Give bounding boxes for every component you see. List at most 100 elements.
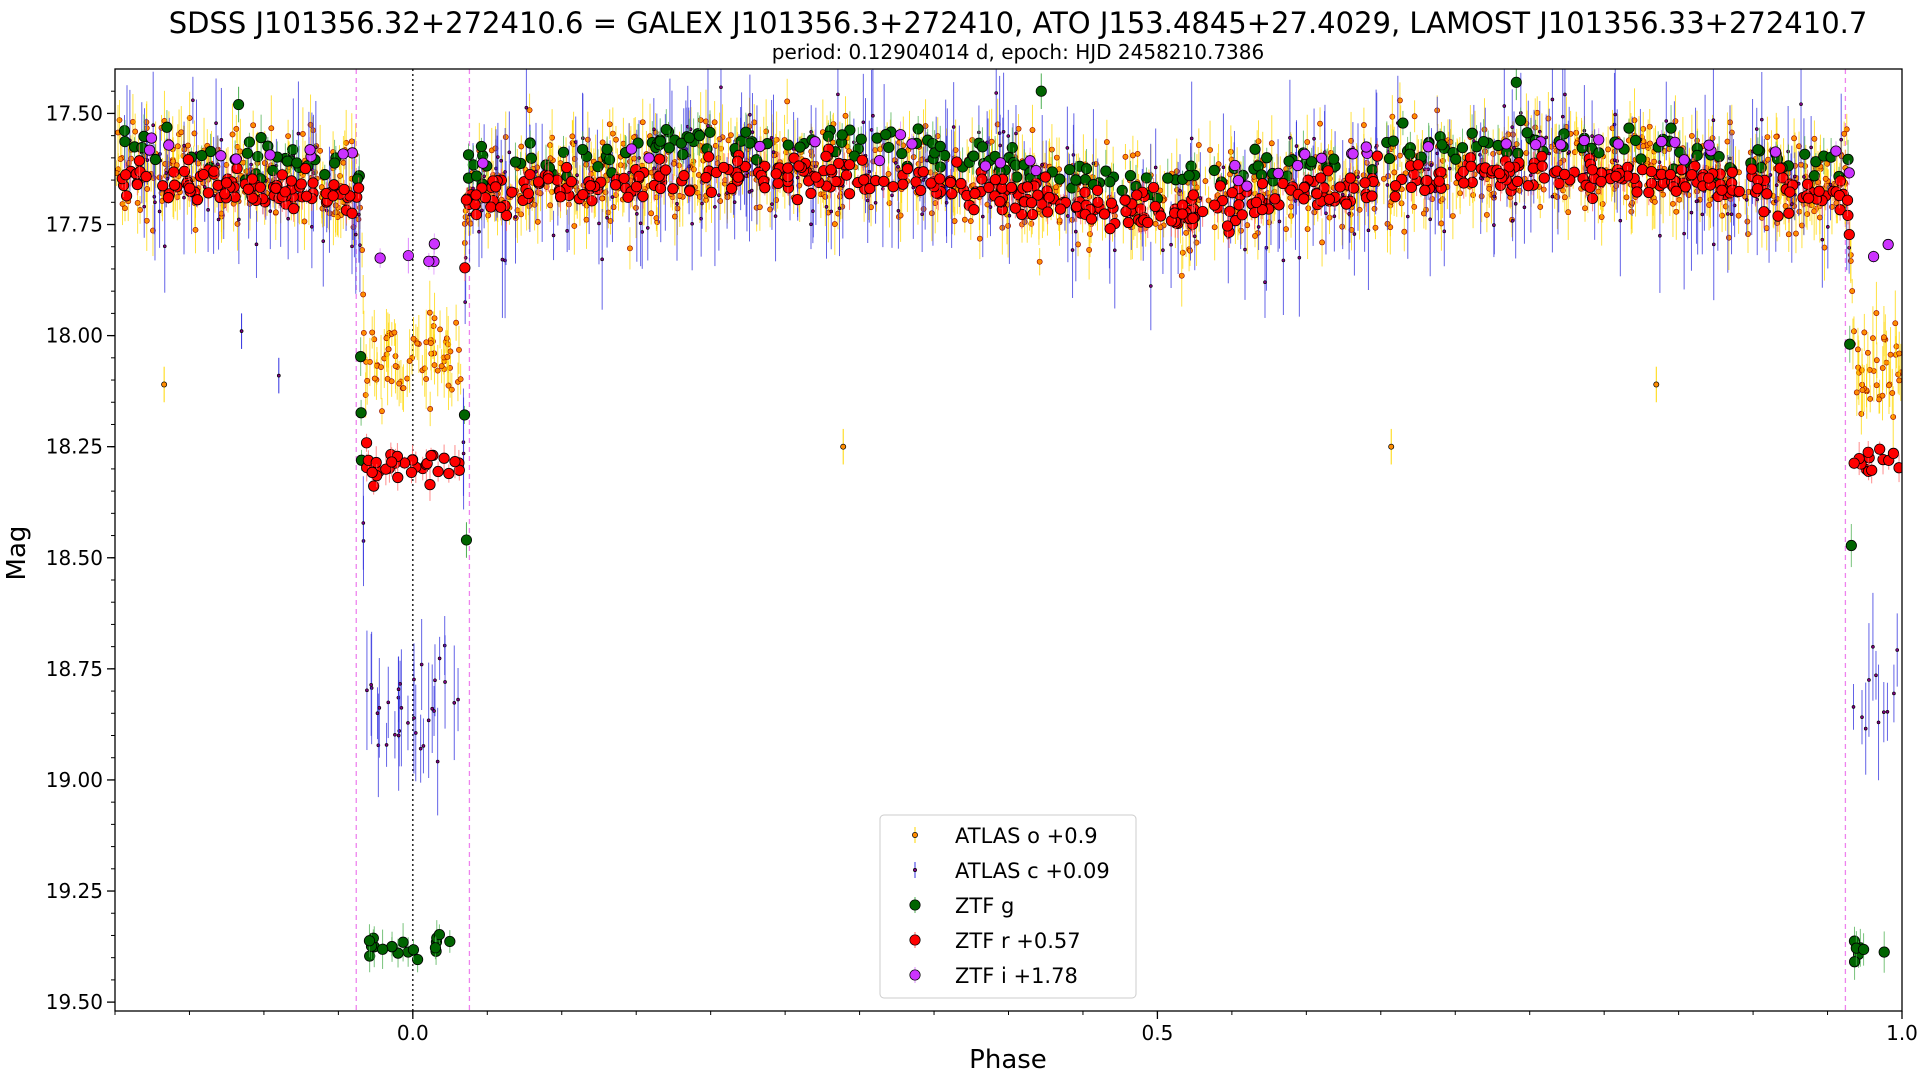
data-point — [1281, 258, 1286, 263]
data-point — [976, 141, 989, 153]
data-point — [1261, 152, 1273, 164]
data-point — [526, 107, 533, 114]
data-point — [377, 706, 382, 710]
data-point — [426, 718, 431, 723]
data-point — [1892, 691, 1896, 696]
data-point — [375, 711, 380, 716]
data-point — [739, 160, 751, 173]
data-point — [830, 175, 842, 188]
data-point — [1157, 224, 1164, 231]
data-point — [1759, 117, 1764, 122]
data-point — [1404, 148, 1416, 160]
data-point — [1735, 212, 1742, 219]
data-point — [1859, 387, 1866, 394]
data-point — [627, 170, 631, 175]
data-point — [1389, 113, 1396, 120]
data-point — [1466, 127, 1478, 139]
data-point — [703, 118, 709, 125]
data-point — [1764, 134, 1771, 140]
data-point — [1192, 234, 1197, 239]
data-point — [773, 136, 780, 143]
data-point — [713, 205, 717, 209]
data-point — [633, 204, 639, 211]
data-point — [569, 133, 576, 140]
data-point — [1510, 125, 1515, 129]
data-point — [267, 164, 279, 177]
data-point — [648, 210, 655, 217]
data-point — [1036, 258, 1043, 265]
data-point — [1651, 158, 1657, 165]
data-point — [1478, 193, 1485, 200]
data-point — [470, 208, 482, 221]
data-point — [255, 132, 267, 144]
data-point — [261, 160, 268, 166]
data-point — [285, 175, 298, 187]
data-point — [1869, 335, 1876, 342]
data-point — [1845, 539, 1857, 552]
data-point — [1243, 247, 1247, 252]
data-point — [1851, 705, 1856, 709]
data-point — [1074, 229, 1078, 234]
data-point — [883, 141, 895, 154]
data-point — [836, 129, 848, 141]
data-point — [1873, 382, 1880, 389]
data-point — [1007, 213, 1012, 218]
data-point — [732, 200, 737, 204]
data-point — [453, 319, 460, 326]
data-point — [1586, 192, 1599, 205]
data-point — [1811, 135, 1818, 142]
data-point — [711, 119, 718, 126]
data-point — [1858, 410, 1865, 417]
data-point — [1070, 174, 1082, 186]
data-point — [216, 217, 221, 222]
data-point — [1006, 142, 1018, 154]
data-point — [458, 409, 471, 421]
data-point — [268, 209, 273, 213]
data-point — [310, 224, 314, 229]
data-point — [437, 326, 443, 333]
data-point — [728, 132, 734, 139]
data-point — [431, 362, 438, 369]
data-point — [705, 186, 718, 198]
data-point — [1149, 284, 1153, 288]
data-point — [750, 154, 763, 166]
data-point — [525, 152, 537, 164]
data-point — [419, 662, 424, 667]
data-point — [1447, 139, 1454, 145]
data-point — [610, 195, 615, 199]
data-point — [379, 408, 385, 415]
data-point — [1724, 138, 1731, 145]
data-point — [393, 732, 397, 737]
data-point — [1896, 350, 1902, 357]
data-point — [1799, 102, 1803, 106]
data-point — [1550, 97, 1555, 102]
data-point — [191, 98, 195, 103]
data-point — [1197, 205, 1209, 218]
plot-area — [115, 69, 1902, 1011]
data-point — [794, 141, 806, 153]
data-point — [427, 406, 434, 412]
data-point — [1861, 329, 1868, 336]
data-point — [406, 358, 413, 364]
data-point — [1053, 154, 1060, 161]
data-point — [1001, 129, 1006, 134]
data-point — [994, 91, 999, 95]
data-point — [364, 377, 371, 384]
data-point — [369, 329, 376, 336]
data-point — [921, 178, 926, 182]
data-point — [430, 323, 437, 329]
data-point — [601, 143, 613, 155]
data-point — [697, 117, 704, 124]
data-point — [725, 137, 732, 144]
data-point — [1688, 133, 1695, 139]
data-point — [438, 363, 445, 370]
data-point — [1729, 212, 1734, 217]
data-point — [1205, 197, 1212, 204]
data-point — [1560, 114, 1565, 119]
data-point — [1538, 129, 1542, 134]
data-point — [444, 935, 456, 948]
data-point — [421, 744, 426, 748]
data-point — [396, 687, 401, 692]
data-point — [145, 158, 150, 162]
data-point — [1890, 414, 1897, 420]
